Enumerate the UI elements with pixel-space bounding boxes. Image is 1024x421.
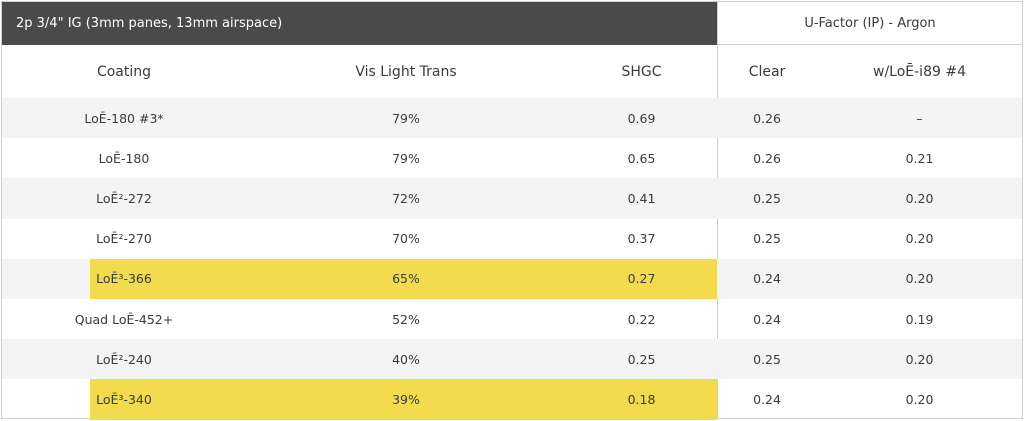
cell-vlt: 52%: [392, 311, 420, 327]
cell-coating: LoĒ²-272: [96, 190, 152, 206]
cell-clear: 0.25: [753, 351, 781, 367]
table-row: LoĒ²-270 70% 0.37 0.25 0.20: [2, 219, 1022, 259]
column-header-vlt: Vis Light Trans: [355, 63, 457, 80]
cell-i89: 0.20: [905, 190, 934, 206]
cell-coating: LoĒ²-270: [96, 231, 152, 247]
table-row: LoĒ-180 #3* 79% 0.69 0.26 –: [2, 98, 1022, 139]
highlight-band: [90, 379, 717, 420]
cell-shgc: 0.18: [627, 391, 656, 407]
cell-vlt: 72%: [392, 190, 420, 206]
group-header: U-Factor (IP) - Argon: [717, 2, 1022, 45]
cell-clear: 0.25: [753, 190, 781, 206]
cell-vlt: 39%: [392, 391, 420, 407]
column-header-i89: w/LoĒ-i89 #4: [873, 63, 966, 80]
cell-coating: LoĒ³-340: [96, 391, 152, 407]
cell-clear: 0.26: [753, 150, 781, 166]
cell-vlt: 79%: [392, 150, 420, 166]
cell-vlt: 40%: [392, 351, 420, 367]
table-row: LoĒ²-240 40% 0.25 0.25 0.20: [2, 339, 1022, 380]
cell-coating: LoĒ²-240: [96, 351, 152, 367]
column-header-shgc: SHGC: [621, 63, 662, 80]
cell-shgc: 0.27: [627, 271, 656, 287]
cell-clear: 0.26: [753, 110, 781, 126]
column-header-clear: Clear: [748, 63, 786, 80]
table-row: LoĒ-180 79% 0.65 0.26 0.21: [2, 138, 1022, 178]
cell-shgc: 0.41: [627, 190, 656, 206]
table-row-highlighted: LoĒ³-366 65% 0.27 0.24 0.20: [2, 258, 1022, 299]
cell-clear: 0.24: [753, 311, 781, 327]
column-header-row: Coating Vis Light Trans SHGC Clear w/LoĒ…: [2, 45, 1022, 98]
cell-coating: Quad LoĒ-452+: [74, 311, 174, 327]
cell-vlt: 70%: [392, 231, 420, 247]
cell-i89: 0.20: [905, 231, 934, 247]
table-row: LoĒ²-272 72% 0.41 0.25 0.20: [2, 178, 1022, 219]
table-top-header: 2p 3/4" IG (3mm panes, 13mm airspace) U-…: [2, 2, 1022, 45]
cell-clear: 0.24: [753, 391, 781, 407]
cell-i89: 0.20: [905, 351, 934, 367]
cell-shgc: 0.37: [627, 231, 656, 247]
cell-i89: 0.20: [905, 391, 934, 407]
cell-shgc: 0.25: [627, 351, 656, 367]
table-title: 2p 3/4" IG (3mm panes, 13mm airspace): [2, 2, 717, 45]
cell-coating: LoĒ³-366: [96, 271, 152, 287]
cell-vlt: 79%: [392, 110, 420, 126]
cell-shgc: 0.22: [627, 311, 656, 327]
cell-i89: 0.19: [905, 311, 934, 327]
cell-i89: –: [916, 110, 923, 126]
cell-coating: LoĒ-180 #3*: [84, 110, 164, 126]
cell-clear: 0.25: [753, 231, 781, 247]
cell-shgc: 0.65: [627, 150, 656, 166]
cell-i89: 0.20: [905, 271, 934, 287]
cell-clear: 0.24: [753, 271, 781, 287]
table-row-highlighted: LoĒ³-340 39% 0.18 0.24 0.20: [2, 379, 1022, 420]
cell-shgc: 0.69: [627, 110, 656, 126]
highlight-band: [90, 258, 717, 299]
column-header-coating: Coating: [96, 63, 152, 80]
cell-coating: LoĒ-180: [98, 150, 150, 166]
cell-vlt: 65%: [392, 271, 420, 287]
table-row: Quad LoĒ-452+ 52% 0.22 0.24 0.19: [2, 299, 1022, 339]
cell-i89: 0.21: [905, 150, 934, 166]
